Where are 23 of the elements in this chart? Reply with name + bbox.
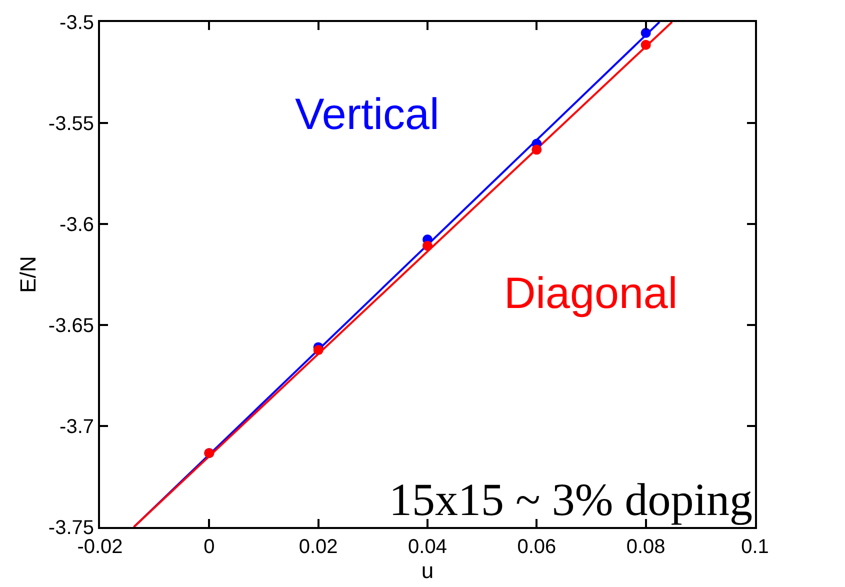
x-tick-label: 0.1 (741, 536, 769, 558)
y-tick-label: -3.5 (60, 12, 94, 34)
point (313, 345, 324, 356)
text: Vertical (295, 90, 440, 139)
y-tick-label: -3.55 (48, 113, 94, 135)
y-tick-label: -3.7 (60, 416, 94, 438)
y-axis-title: E/N (16, 256, 41, 293)
point (640, 40, 651, 50)
x-tick-label: 0.06 (517, 536, 556, 558)
x-tick-label: 0.04 (408, 536, 447, 558)
annotation: 15x15 ~ 3% doping (389, 474, 752, 525)
y-tick-label: -3.65 (48, 315, 94, 337)
x-tick-label: 0 (204, 536, 215, 558)
y-tick-label: -3.75 (48, 517, 94, 539)
x-axis-title: u (421, 558, 434, 583)
x-tick-label: -0.02 (77, 536, 123, 558)
x-tick-label: 0.08 (626, 536, 666, 558)
point (422, 240, 432, 251)
series-label: Diagonal (504, 269, 678, 318)
x-tick-label: 0.02 (298, 536, 338, 558)
point (532, 144, 542, 155)
y-tick-label: -3.6 (60, 214, 94, 236)
point (640, 28, 651, 38)
